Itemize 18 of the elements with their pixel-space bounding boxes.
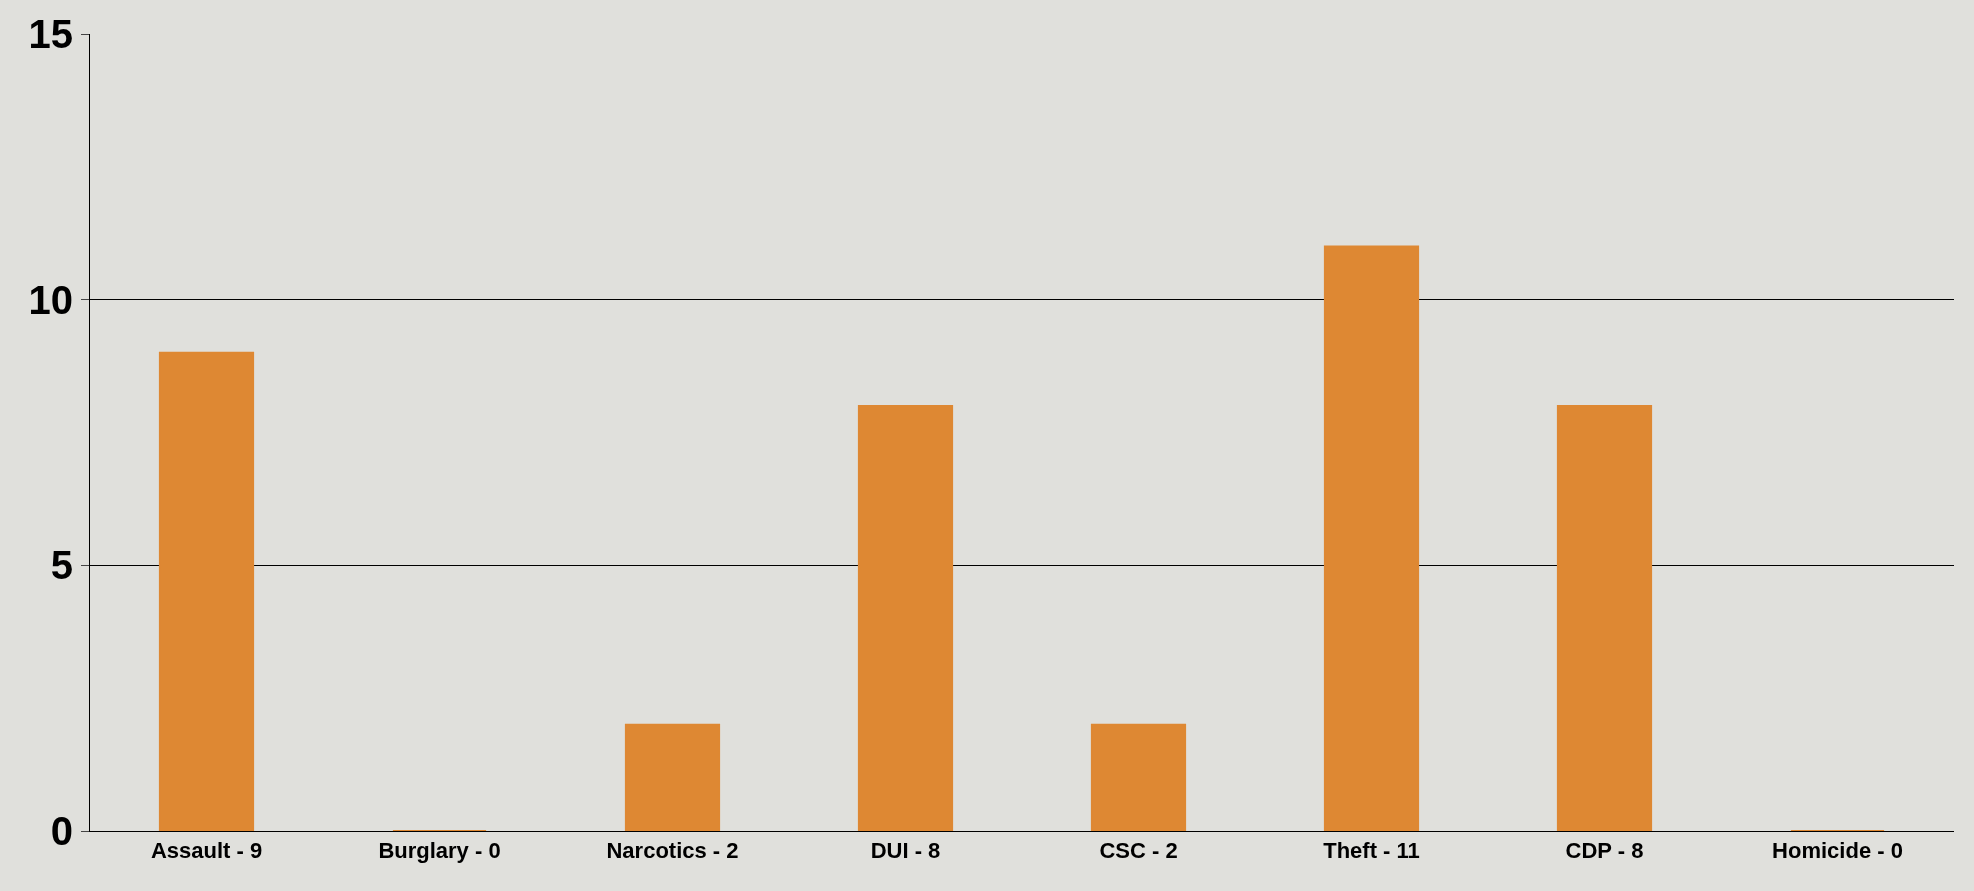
x-tick-label: Assault - 9: [150, 838, 263, 864]
x-tick-label: DUI - 8: [870, 838, 941, 864]
bar: [1090, 723, 1187, 831]
y-tick-label: 15: [28, 12, 73, 56]
bar: [857, 404, 954, 831]
x-tick-label: Narcotics - 2: [606, 838, 739, 864]
y-tick-label: 10: [28, 277, 73, 322]
x-tick-label: Burglary - 0: [378, 838, 501, 864]
bar: [624, 723, 721, 831]
y-tick-label: 5: [50, 543, 73, 588]
x-tick-label: CDP - 8: [1565, 838, 1644, 864]
x-tick-label: CSC - 2: [1099, 838, 1178, 864]
bar: [158, 351, 255, 831]
bar: [1556, 404, 1653, 831]
x-tick-label: Theft - 11: [1323, 838, 1420, 864]
bar: [1323, 245, 1420, 831]
x-tick-label: Homicide - 0: [1772, 838, 1903, 864]
y-tick-label: 0: [50, 809, 73, 853]
